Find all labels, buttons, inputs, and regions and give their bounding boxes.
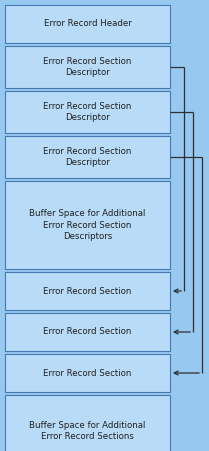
Text: Error Record Section: Error Record Section — [43, 327, 132, 336]
Bar — [5, 5, 170, 43]
Bar — [5, 136, 170, 178]
Text: Error Record Section
Descriptor: Error Record Section Descriptor — [43, 102, 132, 122]
Bar — [5, 91, 170, 133]
Bar — [5, 181, 170, 269]
Text: Error Record Section: Error Record Section — [43, 286, 132, 295]
Bar — [5, 46, 170, 88]
Bar — [5, 272, 170, 310]
Text: Buffer Space for Additional
Error Record Section
Descriptors: Buffer Space for Additional Error Record… — [29, 209, 146, 240]
Text: Error Record Section: Error Record Section — [43, 368, 132, 377]
Text: Error Record Section
Descriptor: Error Record Section Descriptor — [43, 57, 132, 77]
Bar — [5, 354, 170, 392]
Text: Buffer Space for Additional
Error Record Sections: Buffer Space for Additional Error Record… — [29, 421, 146, 441]
Text: Error Record Header: Error Record Header — [44, 19, 131, 28]
Bar — [5, 395, 170, 451]
Bar — [5, 313, 170, 351]
Text: Error Record Section
Descriptor: Error Record Section Descriptor — [43, 147, 132, 167]
